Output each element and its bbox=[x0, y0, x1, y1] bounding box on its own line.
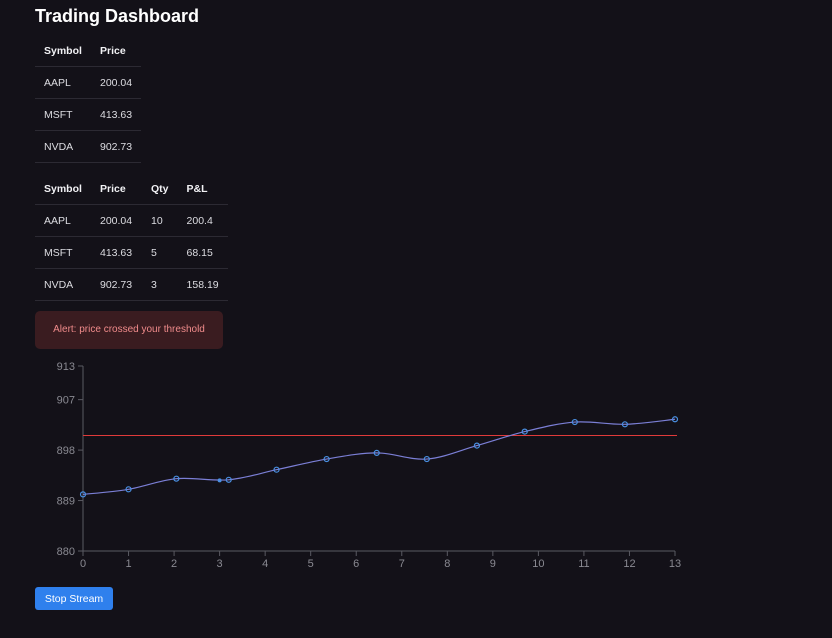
data-point bbox=[273, 466, 280, 473]
cell-qty: 3 bbox=[142, 268, 178, 301]
x-tick-label: 3 bbox=[217, 558, 223, 570]
page-title: Trading Dashboard bbox=[35, 6, 200, 26]
cell-price: 902.73 bbox=[91, 268, 142, 301]
x-tick-label: 7 bbox=[399, 558, 405, 570]
cell-price: 413.63 bbox=[91, 98, 142, 131]
prices-table: Symbol Price AAPL 200.04 MSFT 413.63 NVD… bbox=[35, 35, 142, 163]
column-header-price: Price bbox=[91, 35, 142, 67]
data-point bbox=[125, 486, 132, 493]
cell-symbol: NVDA bbox=[35, 130, 91, 163]
threshold-alert: Alert: price crossed your threshold bbox=[35, 311, 223, 349]
data-point bbox=[473, 442, 481, 449]
x-tick-label: 10 bbox=[532, 558, 544, 570]
series-line-group bbox=[82, 418, 676, 495]
x-tick-label: 8 bbox=[444, 558, 450, 570]
data-point bbox=[571, 418, 578, 426]
cell-symbol: MSFT bbox=[35, 98, 91, 131]
cell-price: 200.04 bbox=[91, 204, 142, 237]
cell-price: 413.63 bbox=[91, 236, 142, 269]
column-header-symbol: Symbol bbox=[35, 35, 91, 67]
x-tick-label: 0 bbox=[80, 558, 86, 570]
cell-qty: 5 bbox=[142, 236, 178, 269]
data-points-group bbox=[79, 416, 679, 498]
y-tick-label: 889 bbox=[57, 496, 75, 508]
table-row: MSFT 413.63 5 68.15 bbox=[35, 236, 228, 269]
x-tick-label: 12 bbox=[623, 558, 635, 570]
cell-pnl: 158.19 bbox=[177, 268, 228, 301]
cell-symbol: AAPL bbox=[35, 66, 91, 99]
y-tick-label: 907 bbox=[57, 395, 75, 407]
y-tick-label: 913 bbox=[57, 361, 75, 373]
cell-pnl: 68.15 bbox=[177, 236, 228, 269]
data-point bbox=[225, 476, 232, 483]
table-row: MSFT 413.63 bbox=[35, 98, 142, 131]
table-row: NVDA 902.73 3 158.19 bbox=[35, 268, 228, 301]
data-point bbox=[621, 421, 629, 428]
x-tick-label: 6 bbox=[353, 558, 359, 570]
data-point bbox=[373, 449, 380, 456]
y-tick-label: 880 bbox=[57, 546, 75, 558]
x-tick-label: 5 bbox=[308, 558, 314, 570]
data-point bbox=[671, 416, 679, 423]
y-tick-label: 898 bbox=[57, 445, 75, 457]
table-row: NVDA 902.73 bbox=[35, 130, 142, 163]
cell-symbol: MSFT bbox=[35, 236, 91, 269]
column-header-symbol: Symbol bbox=[35, 173, 91, 205]
positions-table: Symbol Price Qty P&L AAPL 200.04 10 200.… bbox=[35, 173, 228, 301]
column-header-price: Price bbox=[91, 173, 142, 205]
cell-price: 200.04 bbox=[91, 66, 142, 99]
data-point bbox=[173, 475, 180, 482]
table-header-row: Symbol Price bbox=[35, 35, 142, 67]
data-point bbox=[521, 428, 528, 435]
table-row: AAPL 200.04 10 200.4 bbox=[35, 204, 228, 237]
table-row: AAPL 200.04 bbox=[35, 66, 142, 99]
x-tick-label: 1 bbox=[125, 558, 131, 570]
cell-price: 902.73 bbox=[91, 130, 142, 163]
x-tick-label: 2 bbox=[171, 558, 177, 570]
x-tick-label: 9 bbox=[490, 558, 496, 570]
series-line bbox=[82, 418, 676, 495]
table-header-row: Symbol Price Qty P&L bbox=[35, 173, 228, 205]
data-point bbox=[79, 491, 87, 498]
cell-qty: 10 bbox=[142, 204, 178, 237]
x-tick-label: 4 bbox=[262, 558, 268, 570]
stop-stream-button[interactable]: Stop Stream bbox=[35, 587, 113, 610]
cell-symbol: AAPL bbox=[35, 204, 91, 237]
cell-symbol: NVDA bbox=[35, 268, 91, 301]
data-point-filled bbox=[217, 478, 222, 483]
data-point bbox=[323, 455, 330, 463]
column-header-pnl: P&L bbox=[177, 173, 228, 205]
cell-pnl: 200.4 bbox=[177, 204, 228, 237]
column-header-qty: Qty bbox=[142, 173, 178, 205]
x-tick-label: 13 bbox=[669, 558, 681, 570]
x-tick-label: 11 bbox=[578, 558, 589, 570]
data-point bbox=[423, 455, 430, 463]
